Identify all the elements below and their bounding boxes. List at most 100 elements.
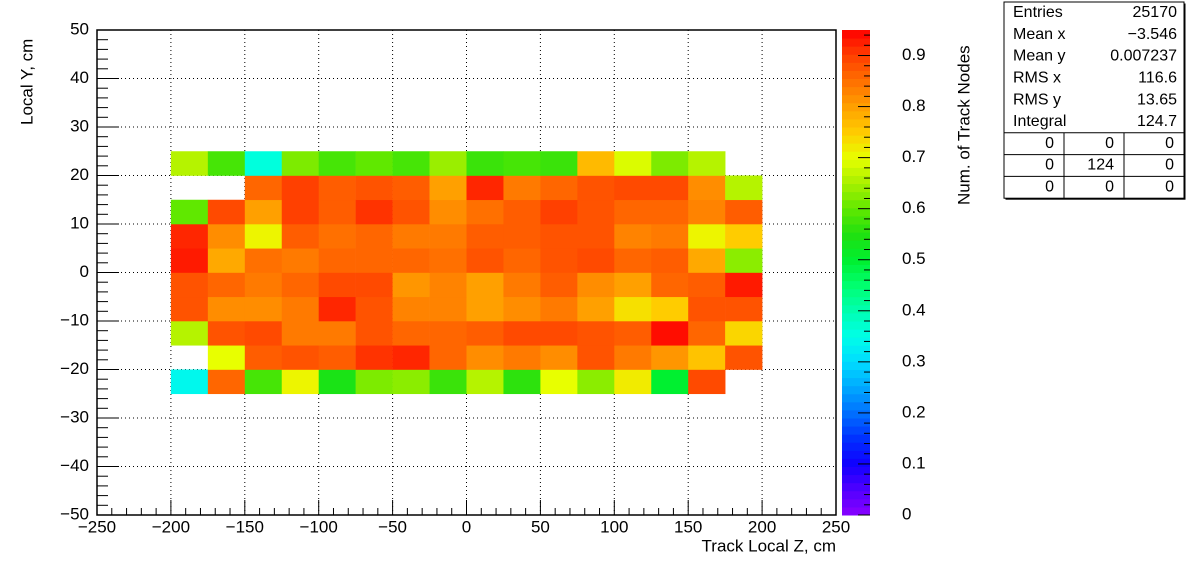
stats-count: 0 [1045, 157, 1054, 174]
heatmap-cell [392, 175, 430, 201]
heatmap-cell [429, 272, 467, 298]
z-tick-label: 0.1 [902, 453, 926, 472]
colorbar-band [842, 466, 870, 476]
colorbar-band [842, 143, 870, 152]
heatmap-cell [540, 321, 578, 346]
y-tick-label: 40 [70, 68, 89, 87]
colorbar-band [842, 337, 870, 346]
heatmap-cell [244, 345, 283, 370]
heatmap-cell [207, 151, 246, 176]
y-tick-label: 50 [70, 19, 89, 38]
heatmap-cell [392, 151, 430, 176]
z-tick-label: 0.8 [902, 96, 926, 115]
heatmap-cell [429, 199, 467, 225]
z-tick-label: 0.7 [902, 147, 926, 166]
x-axis-title: Track Local Z, cm [702, 536, 836, 555]
colorbar-band [842, 102, 870, 112]
heatmap-cell [688, 345, 726, 370]
stats-value: 13.65 [1137, 91, 1177, 108]
colorbar-band [842, 280, 870, 290]
heatmap-cell [244, 296, 283, 322]
heatmap-cell [207, 248, 246, 273]
heatmap-cell [725, 175, 763, 201]
heatmap-cell [318, 224, 356, 249]
x-tick-label: −150 [226, 517, 264, 536]
heatmap-cell [651, 369, 689, 395]
stats-count: 0 [1165, 135, 1174, 152]
stats-label: Mean x [1013, 26, 1065, 43]
heatmap-cell [614, 345, 652, 370]
heatmap-cell [244, 199, 283, 225]
heatmap-cell [614, 224, 652, 249]
heatmap-cell [244, 369, 283, 395]
heatmap-cell [429, 296, 467, 322]
heatmap-cell [614, 369, 652, 395]
heatmap-cell [429, 224, 467, 249]
stats-value: −3.546 [1128, 26, 1177, 43]
heatmap-cell [355, 345, 393, 370]
colorbar-band [842, 329, 870, 338]
z-tick-label: 0 [902, 504, 911, 523]
colorbar-band [842, 401, 870, 411]
heatmap-cell [503, 248, 541, 273]
heatmap-cell [688, 369, 726, 395]
z-tick-label: 0.9 [902, 45, 926, 64]
x-tick-label: 250 [822, 517, 850, 536]
heatmap-cell [318, 345, 356, 370]
colorbar-band [842, 127, 870, 136]
colorbar-band [842, 393, 870, 403]
colorbar-band [842, 321, 870, 330]
heatmap-cell [318, 296, 356, 322]
heatmap-cell [170, 369, 209, 395]
heatmap-cell [281, 345, 319, 370]
heatmap-cell [725, 248, 763, 273]
heatmap-cell [725, 296, 763, 322]
heatmap-cell [503, 175, 541, 201]
heatmap-cell [651, 272, 689, 298]
y-tick-label: 0 [80, 262, 89, 281]
heatmap-cell [466, 224, 504, 249]
heatmap-cell [614, 296, 652, 322]
heatmap-cell [614, 175, 652, 201]
heatmap-cell [466, 248, 504, 273]
heatmap-cell [244, 248, 283, 273]
heatmap-cell [688, 248, 726, 273]
stats-value: 124.7 [1137, 113, 1177, 130]
x-tick-label: 50 [531, 517, 550, 536]
heatmap-cell [207, 345, 246, 370]
heatmap-cell [244, 321, 283, 346]
colorbar-band [842, 458, 870, 467]
heatmap-cell [503, 272, 541, 298]
heatmap-cell [466, 151, 504, 176]
heatmap-cell [392, 272, 430, 298]
y-tick-label: 10 [70, 213, 89, 232]
heatmap-cell [392, 199, 430, 225]
heatmap-cell [355, 321, 393, 346]
heatmap-cell [503, 369, 541, 395]
heatmap-cell [170, 151, 209, 176]
y-tick-label: −20 [60, 359, 89, 378]
heatmap-cell [577, 272, 615, 298]
colorbar-band [842, 506, 870, 516]
colorbar-band [842, 199, 870, 209]
colorbar-band [842, 369, 870, 379]
heatmap-cell [392, 248, 430, 273]
stats-count: 0 [1105, 179, 1114, 196]
colorbar-band [842, 474, 870, 484]
colorbar-band [842, 498, 870, 508]
stats-label: Mean y [1013, 48, 1065, 65]
heatmap-cell [318, 369, 356, 395]
z-axis-title: Num. of Track Nodes [954, 45, 973, 205]
heatmap-cell [318, 272, 356, 298]
heatmap-cell [355, 175, 393, 201]
y-axis-title: Local Y, cm [17, 39, 36, 125]
heatmap-cell [577, 151, 615, 176]
colorbar-band [842, 215, 870, 225]
colorbar-band [842, 224, 870, 233]
colorbar-band [842, 38, 870, 47]
heatmap-cell [244, 272, 283, 298]
heatmap-cell [503, 151, 541, 176]
heatmap-cell [429, 175, 467, 201]
